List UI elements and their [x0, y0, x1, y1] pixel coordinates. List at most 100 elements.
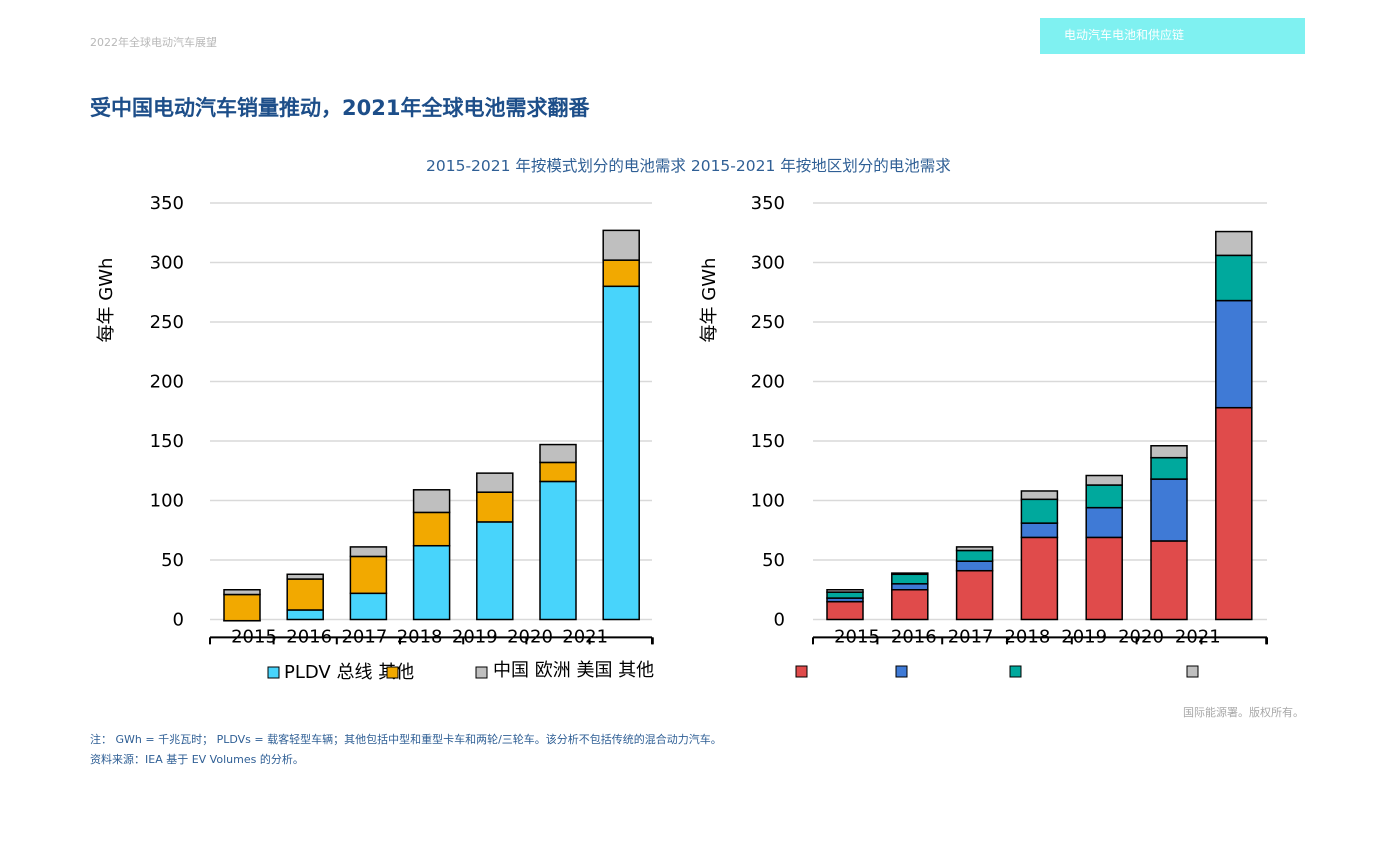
y-tick-label: 250 — [150, 312, 184, 333]
bar-2018-other_region — [1020, 490, 1059, 501]
bar-2015-other_mode — [223, 589, 261, 596]
bar-2015-usa — [826, 591, 864, 599]
bar-2019-china — [1085, 536, 1123, 621]
bar-2021-europe — [1215, 299, 1253, 409]
y-axis-title: 每年 GWh — [96, 258, 117, 343]
y-tick-label: 350 — [751, 193, 785, 214]
x-tick-label-2020: 2020 — [1118, 626, 1164, 647]
x-tick-label-2017: 2017 — [948, 626, 994, 647]
bar-2016-other_region — [891, 572, 929, 576]
x-tick-label-2015: 2015 — [834, 626, 880, 647]
charts-canvas: 0 50 100 150 200 250 300 350 每年 GWh 2015 2016 2017 2… — [96, 193, 1268, 683]
legend-by-mode: PLDV 总线 其他 — [267, 662, 488, 683]
bar-2021-other_mode — [602, 229, 640, 261]
bar-2016-other_mode — [286, 573, 324, 580]
y-tick-label: 0 — [173, 610, 184, 631]
bar-2021-bus — [602, 259, 640, 288]
bar-2018-bus — [412, 511, 451, 547]
chart-heading: 2015-2021 年按模式划分的电池需求 2015-2021 年按地区划分的电… — [426, 157, 951, 175]
y-tick-label: 200 — [150, 372, 184, 393]
bar-2019-other_mode — [476, 472, 514, 493]
bar-2016-pldv — [286, 609, 324, 621]
bar-2019-europe — [1085, 506, 1123, 539]
bar-2020-other_mode — [539, 443, 577, 464]
bar-2020-europe — [1150, 478, 1188, 542]
bar-2020-bus — [539, 461, 577, 483]
bar-2017-pldv — [349, 592, 388, 621]
x-tick-label-2016: 2016 — [891, 626, 937, 647]
x-tick-label-2018: 2018 — [1004, 626, 1050, 647]
y-tick-label: 200 — [751, 372, 785, 393]
x-tick-label-2020: 2020 — [507, 626, 553, 647]
bar-2021-usa — [1215, 254, 1253, 302]
y-axis-title: 每年 GWh — [699, 258, 720, 343]
y-tick-label: 350 — [150, 193, 184, 214]
y-tick-label: 150 — [150, 431, 184, 452]
x-tick-label-2015: 2015 — [231, 626, 277, 647]
bar-2018-pldv — [412, 544, 451, 621]
y-tick-label: 300 — [150, 253, 184, 274]
x-tick-label-2016: 2016 — [286, 626, 332, 647]
chart-by-region: 0 50 100 150 200 250 300 350 每年 GWh 2015 2016 2017 2… — [699, 193, 1268, 647]
bar-2021-pldv — [602, 285, 640, 621]
legend-swatch-china — [795, 665, 808, 678]
y-tick-label: 150 — [751, 431, 785, 452]
page-title: 受中国电动汽车销量推动，2021年全球电池需求翻番 — [90, 96, 590, 120]
bar-2016-bus — [286, 578, 324, 611]
bar-2017-bus — [349, 555, 388, 595]
x-tick-label-2019: 2019 — [452, 626, 498, 647]
bar-2017-europe — [955, 560, 994, 572]
bar-2019-bus — [476, 491, 514, 523]
bar-2019-other_region — [1085, 474, 1123, 486]
x-tick-label-2019: 2019 — [1061, 626, 1107, 647]
bar-2016-europe — [891, 583, 929, 591]
y-tick-label: 100 — [751, 491, 785, 512]
x-tick-label-2018: 2018 — [397, 626, 443, 647]
bar-2018-china — [1020, 536, 1059, 621]
x-tick-label-2021: 2021 — [1175, 626, 1221, 647]
bar-2017-china — [955, 569, 994, 621]
y-tick-label: 0 — [774, 610, 785, 631]
bar-2018-other_mode — [412, 489, 451, 514]
legend-swatch-pldv — [267, 666, 280, 679]
bar-2015-bus — [223, 593, 261, 622]
y-tick-label: 50 — [762, 550, 785, 571]
x-tick-label-2021: 2021 — [562, 626, 608, 647]
bar-2020-other_region — [1150, 445, 1188, 459]
legend-by-region-label: 中国 欧洲 美国 其他 — [493, 660, 654, 681]
bar-2016-usa — [891, 573, 929, 585]
legend-swatch-other-mode — [475, 666, 488, 679]
bar-2019-usa — [1085, 484, 1123, 509]
report-title: 2022年全球电动汽车展望 — [90, 36, 217, 49]
y-tick-label: 250 — [751, 312, 785, 333]
source-note: 资料来源：IEA 基于 EV Volumes 的分析。 — [90, 753, 304, 766]
bar-2020-usa — [1150, 456, 1188, 480]
legend-swatch-other-region — [1186, 665, 1199, 678]
bar-2017-usa — [955, 549, 994, 562]
section-tag[interactable]: 电动汽车电池和供应链 — [1040, 18, 1305, 54]
bar-2020-china — [1150, 540, 1188, 621]
chart-by-mode: 0 50 100 150 200 250 300 350 每年 GWh 2015 2016 2017 2… — [96, 193, 654, 647]
x-tick-label-2017: 2017 — [341, 626, 387, 647]
bar-2020-pldv — [539, 480, 577, 621]
bar-2017-other_mode — [349, 546, 388, 558]
bar-2015-china — [826, 600, 864, 621]
y-tick-label: 300 — [751, 253, 785, 274]
legend-by-mode-label: PLDV 总线 其他 — [284, 662, 414, 683]
bar-2018-europe — [1020, 522, 1059, 539]
bar-2017-other_region — [955, 546, 994, 552]
footnote: 注： GWh = 千兆瓦时； PLDVs = 载客轻型车辆；其他包括中型和重型卡… — [90, 733, 722, 746]
bar-2018-usa — [1020, 498, 1059, 524]
bar-2021-china — [1215, 406, 1253, 621]
legend-swatch-europe — [895, 665, 908, 678]
legend-by-region: 中国 欧洲 美国 其他 — [493, 660, 1199, 681]
legend-swatch-usa — [1009, 665, 1022, 678]
bar-2016-china — [891, 589, 929, 621]
y-tick-label: 100 — [150, 491, 184, 512]
legend-swatch-bus — [386, 666, 399, 679]
copyright-text: 国际能源署。版权所有。 — [1183, 706, 1304, 719]
y-tick-label: 50 — [161, 550, 184, 571]
bar-2019-pldv — [476, 521, 514, 621]
bar-2021-other_region — [1215, 230, 1253, 257]
bar-2015-other_region — [826, 589, 864, 593]
